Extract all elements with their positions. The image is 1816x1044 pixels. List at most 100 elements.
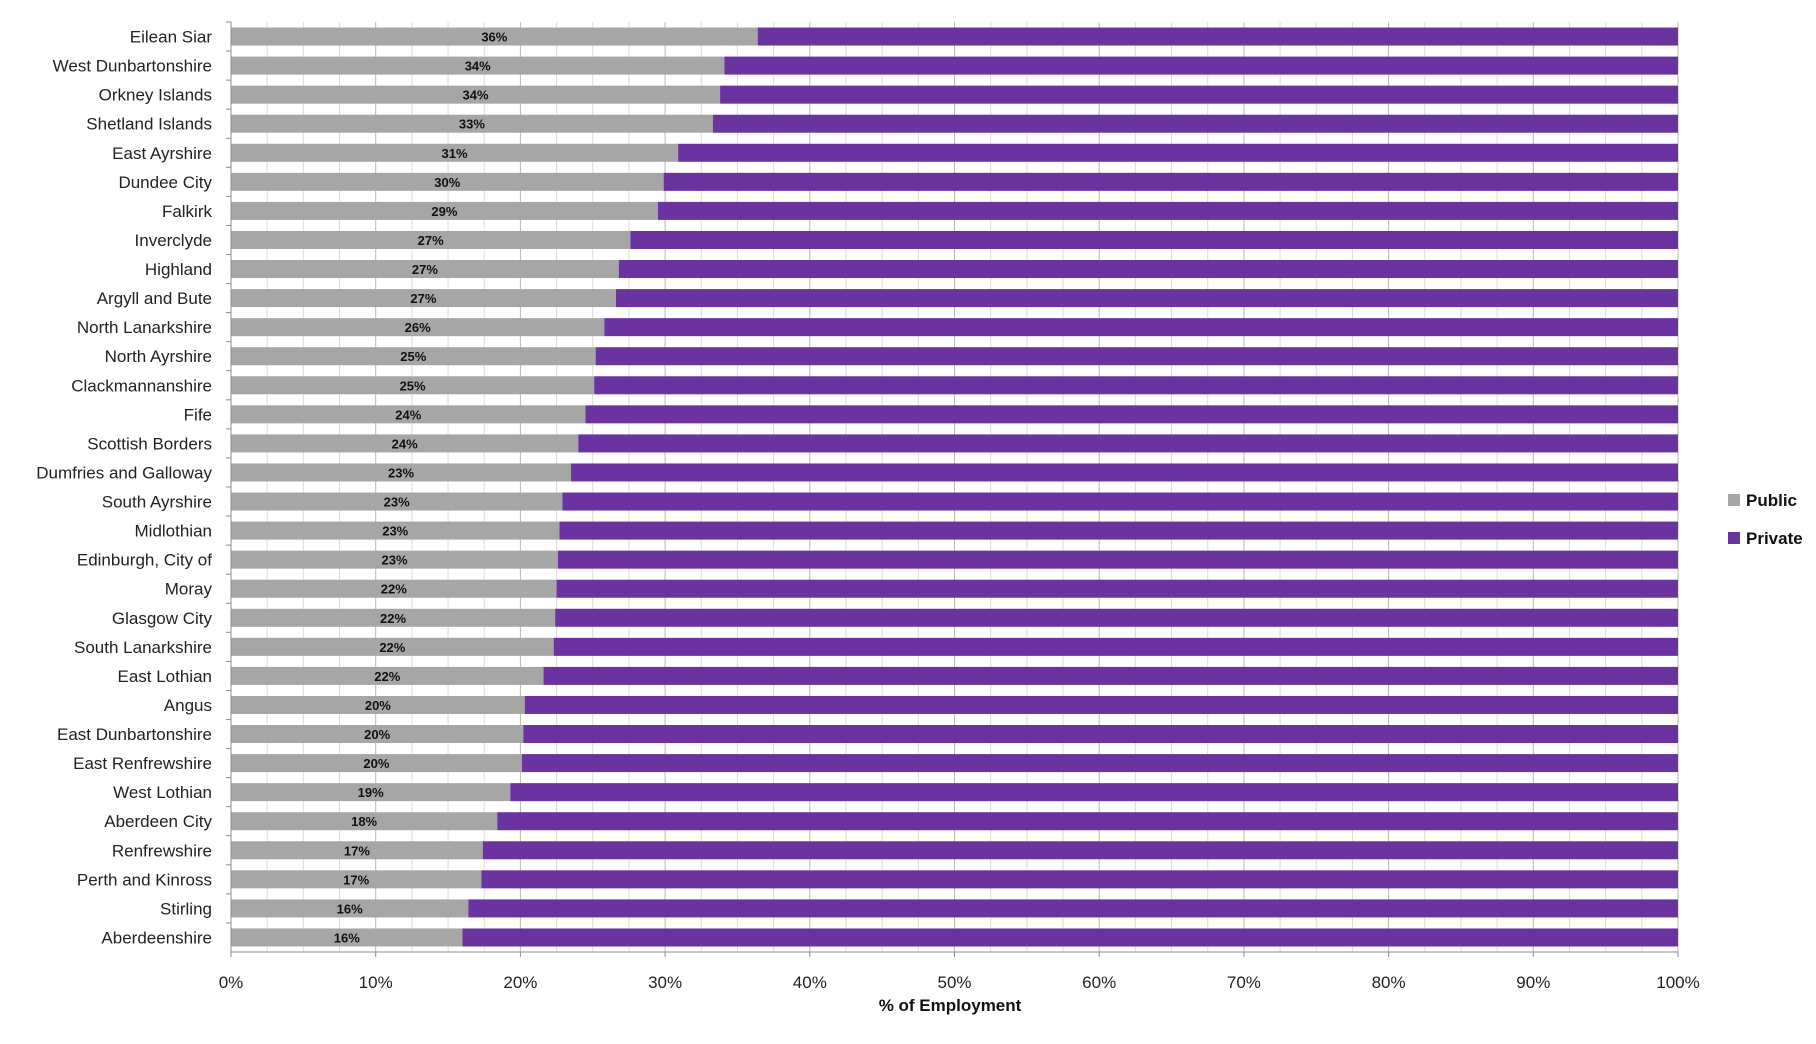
bar-private: [618, 260, 1678, 279]
x-tick-label: 80%: [1372, 973, 1406, 992]
bar-private: [524, 695, 1679, 714]
data-label-public: 22%: [380, 611, 406, 626]
bar-private: [678, 143, 1678, 162]
data-label-public: 30%: [434, 175, 460, 190]
bar-public: [231, 812, 498, 831]
category-label: Angus: [164, 696, 212, 715]
data-label-public: 25%: [400, 349, 426, 364]
category-label: Edinburgh, City of: [77, 551, 212, 570]
bar-private: [720, 85, 1678, 104]
bar-public: [231, 754, 522, 773]
category-label: East Ayrshire: [112, 144, 212, 163]
bar-public: [231, 521, 560, 540]
bar-public: [231, 201, 658, 220]
data-label-public: 23%: [382, 524, 408, 539]
bar-private: [562, 492, 1678, 511]
data-label-public: 16%: [337, 901, 363, 916]
bar-private: [468, 899, 1679, 918]
bar-private: [556, 579, 1679, 598]
category-label: Aberdeenshire: [101, 928, 212, 947]
bar-public: [231, 666, 544, 685]
bar-public: [231, 27, 758, 46]
legend-label-private: Private: [1746, 529, 1803, 548]
data-label-public: 20%: [363, 756, 389, 771]
data-label-public: 17%: [343, 872, 369, 887]
data-label-public: 16%: [334, 930, 360, 945]
category-label: Highland: [145, 260, 212, 279]
category-label: Orkney Islands: [99, 86, 212, 105]
bar-public: [231, 695, 525, 714]
data-label-public: 24%: [395, 407, 421, 422]
category-label: Stirling: [160, 899, 212, 918]
category-label: Argyll and Bute: [97, 289, 212, 308]
data-label-public: 17%: [344, 843, 370, 858]
category-label: Midlothian: [135, 522, 213, 541]
x-tick-label: 10%: [359, 973, 393, 992]
bar-public: [231, 463, 572, 482]
bar-private: [510, 783, 1678, 802]
category-label: Perth and Kinross: [77, 870, 212, 889]
bar-private: [615, 289, 1678, 308]
category-label: Aberdeen City: [104, 812, 212, 831]
bar-private: [482, 841, 1678, 860]
data-labels: 36% 34% 34% 33% 31% 30% 29% 27% 27% 27% 26% 25% 25% 2…: [334, 30, 508, 946]
bar-public: [231, 114, 713, 133]
bar-public: [231, 405, 586, 424]
data-label-public: 20%: [365, 698, 391, 713]
x-tick-label: 90%: [1516, 973, 1550, 992]
legend-swatch-private: [1728, 532, 1740, 544]
data-label-public: 22%: [381, 582, 407, 597]
bar-public: [231, 725, 524, 744]
bar-private: [724, 56, 1678, 75]
data-label-public: 34%: [465, 59, 491, 74]
bar-public: [231, 579, 557, 598]
x-tick-label: 30%: [648, 973, 682, 992]
x-tick-label: 20%: [503, 973, 537, 992]
category-label: Eilean Siar: [130, 28, 213, 47]
category-label: East Lothian: [117, 667, 212, 686]
bar-private: [585, 405, 1678, 424]
legend-label-public: Public: [1746, 491, 1797, 510]
x-axis-title: % of Employment: [879, 996, 1022, 1015]
x-tick-label: 40%: [793, 973, 827, 992]
axes: Eilean Siar West Dunbartonshire Orkney Isl…: [36, 21, 1700, 992]
legend: Public Private: [1728, 491, 1803, 548]
data-label-public: 33%: [459, 117, 485, 132]
bar-private: [481, 870, 1678, 889]
bar-private: [553, 637, 1678, 656]
bar-public: [231, 783, 511, 802]
bar-public: [231, 56, 725, 75]
category-label: Falkirk: [162, 202, 213, 221]
data-label-public: 25%: [400, 378, 426, 393]
data-label-public: 23%: [388, 465, 414, 480]
bar-public: [231, 143, 679, 162]
x-tick-label: 50%: [937, 973, 971, 992]
category-label: Scottish Borders: [87, 434, 212, 453]
data-label-public: 22%: [379, 640, 405, 655]
bar-private: [578, 434, 1678, 453]
category-label: East Renfrewshire: [73, 754, 212, 773]
category-label: Fife: [184, 405, 212, 424]
bar-public: [231, 85, 721, 104]
category-label: North Ayrshire: [105, 347, 212, 366]
data-label-public: 22%: [374, 669, 400, 684]
bar-public: [231, 289, 616, 308]
x-tick-label: 70%: [1227, 973, 1261, 992]
bar-public: [231, 230, 631, 249]
data-label-public: 27%: [418, 233, 444, 248]
bar-private: [523, 725, 1679, 744]
category-label: South Ayrshire: [102, 493, 212, 512]
category-label: North Lanarkshire: [77, 318, 212, 337]
bar-public: [231, 492, 563, 511]
data-label-public: 34%: [463, 88, 489, 103]
category-label: East Dunbartonshire: [57, 725, 212, 744]
data-label-public: 31%: [442, 146, 468, 161]
data-label-public: 23%: [381, 553, 407, 568]
category-label: Clackmannanshire: [71, 376, 212, 395]
category-label: Renfrewshire: [112, 841, 212, 860]
bar-private: [604, 318, 1679, 337]
bar-private: [595, 347, 1678, 366]
bar-private: [543, 666, 1678, 685]
bar-public: [231, 550, 559, 569]
